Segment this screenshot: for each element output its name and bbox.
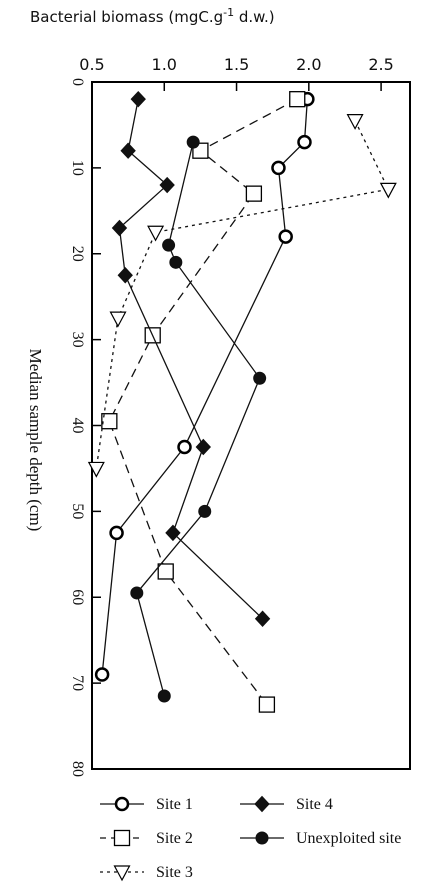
y-tick-label: 50 <box>69 503 86 519</box>
data-point <box>117 266 133 284</box>
y-tick-label: 30 <box>69 332 86 348</box>
legend-marker <box>113 829 131 847</box>
y-tick-label: 20 <box>69 246 86 262</box>
y-tick-label: 60 <box>69 589 86 605</box>
data-point <box>157 563 174 580</box>
y-tick-label: 70 <box>69 675 86 691</box>
series-unexploited-site <box>130 135 267 703</box>
legend-item: Site 1 <box>100 796 193 813</box>
data-point <box>159 176 175 194</box>
series-site-3 <box>87 114 397 478</box>
legend-label: Site 2 <box>156 830 193 847</box>
data-point <box>254 610 271 627</box>
axis-ticks: 0.5 1.0 1.5 2.0 2.5 0 10 20 30 40 50 60 70 80 <box>69 55 394 777</box>
series-site-2 <box>101 91 306 713</box>
legend-item: Unexploited site <box>240 830 401 847</box>
data-point <box>120 142 136 159</box>
series-line <box>118 99 264 620</box>
data-point <box>297 134 312 150</box>
legend-label: Unexploited site <box>296 830 401 847</box>
legend-marker <box>114 796 130 812</box>
data-point <box>245 185 263 202</box>
data-point <box>162 238 176 252</box>
legend-item: Site 2 <box>100 829 193 847</box>
x-tick-label: 1.0 <box>152 55 177 74</box>
data-point <box>130 586 144 600</box>
x-axis-title: Bacterial biomass (mgC.g-1 d.w.) <box>30 6 275 26</box>
x-tick-label: 2.5 <box>368 55 393 74</box>
y-tick-label: 10 <box>69 160 86 176</box>
data-point <box>379 182 397 199</box>
data-point <box>109 311 127 328</box>
legend: Site 1 Site 2 Site 3 Site 4 Unexploited site <box>100 795 401 882</box>
data-point <box>198 504 212 518</box>
data-point <box>278 229 293 244</box>
x-tick-label: 1.5 <box>224 55 249 74</box>
data-point <box>169 255 183 269</box>
data-point <box>94 667 110 682</box>
y-tick-label: 40 <box>69 418 86 434</box>
data-point <box>109 525 124 541</box>
data-point <box>289 91 306 108</box>
data-point <box>165 524 181 542</box>
y-axis-title: Median sample depth (cm) <box>26 349 45 532</box>
data-point <box>271 160 286 176</box>
y-tick-label: 0 <box>69 78 86 86</box>
data-point <box>186 135 200 149</box>
data-point <box>101 413 118 430</box>
data-point <box>258 696 276 713</box>
series-line <box>95 120 390 469</box>
legend-label: Site 1 <box>156 796 193 813</box>
data-point <box>147 225 165 242</box>
legend-marker <box>254 795 270 813</box>
data-point <box>87 461 105 478</box>
data-point <box>111 219 128 237</box>
data-point <box>130 90 146 108</box>
data-point <box>177 439 192 455</box>
series-site-1 <box>94 91 315 682</box>
plot-frame <box>91 81 411 770</box>
x-tick-label: 0.5 <box>79 55 104 74</box>
legend-label: Site 3 <box>156 864 193 881</box>
legend-marker <box>113 865 131 882</box>
series-site-4 <box>111 90 271 627</box>
series-layer <box>87 90 397 713</box>
data-point <box>195 438 211 456</box>
y-tick-label: 80 <box>69 761 86 777</box>
data-point <box>157 689 171 703</box>
x-tick-label: 2.0 <box>296 55 321 74</box>
legend-item: Site 3 <box>100 864 193 882</box>
series-line <box>108 98 298 705</box>
data-point <box>346 114 364 130</box>
legend-label: Site 4 <box>296 796 333 813</box>
legend-item: Site 4 <box>240 795 333 813</box>
data-point <box>253 371 267 385</box>
legend-marker <box>255 831 269 845</box>
